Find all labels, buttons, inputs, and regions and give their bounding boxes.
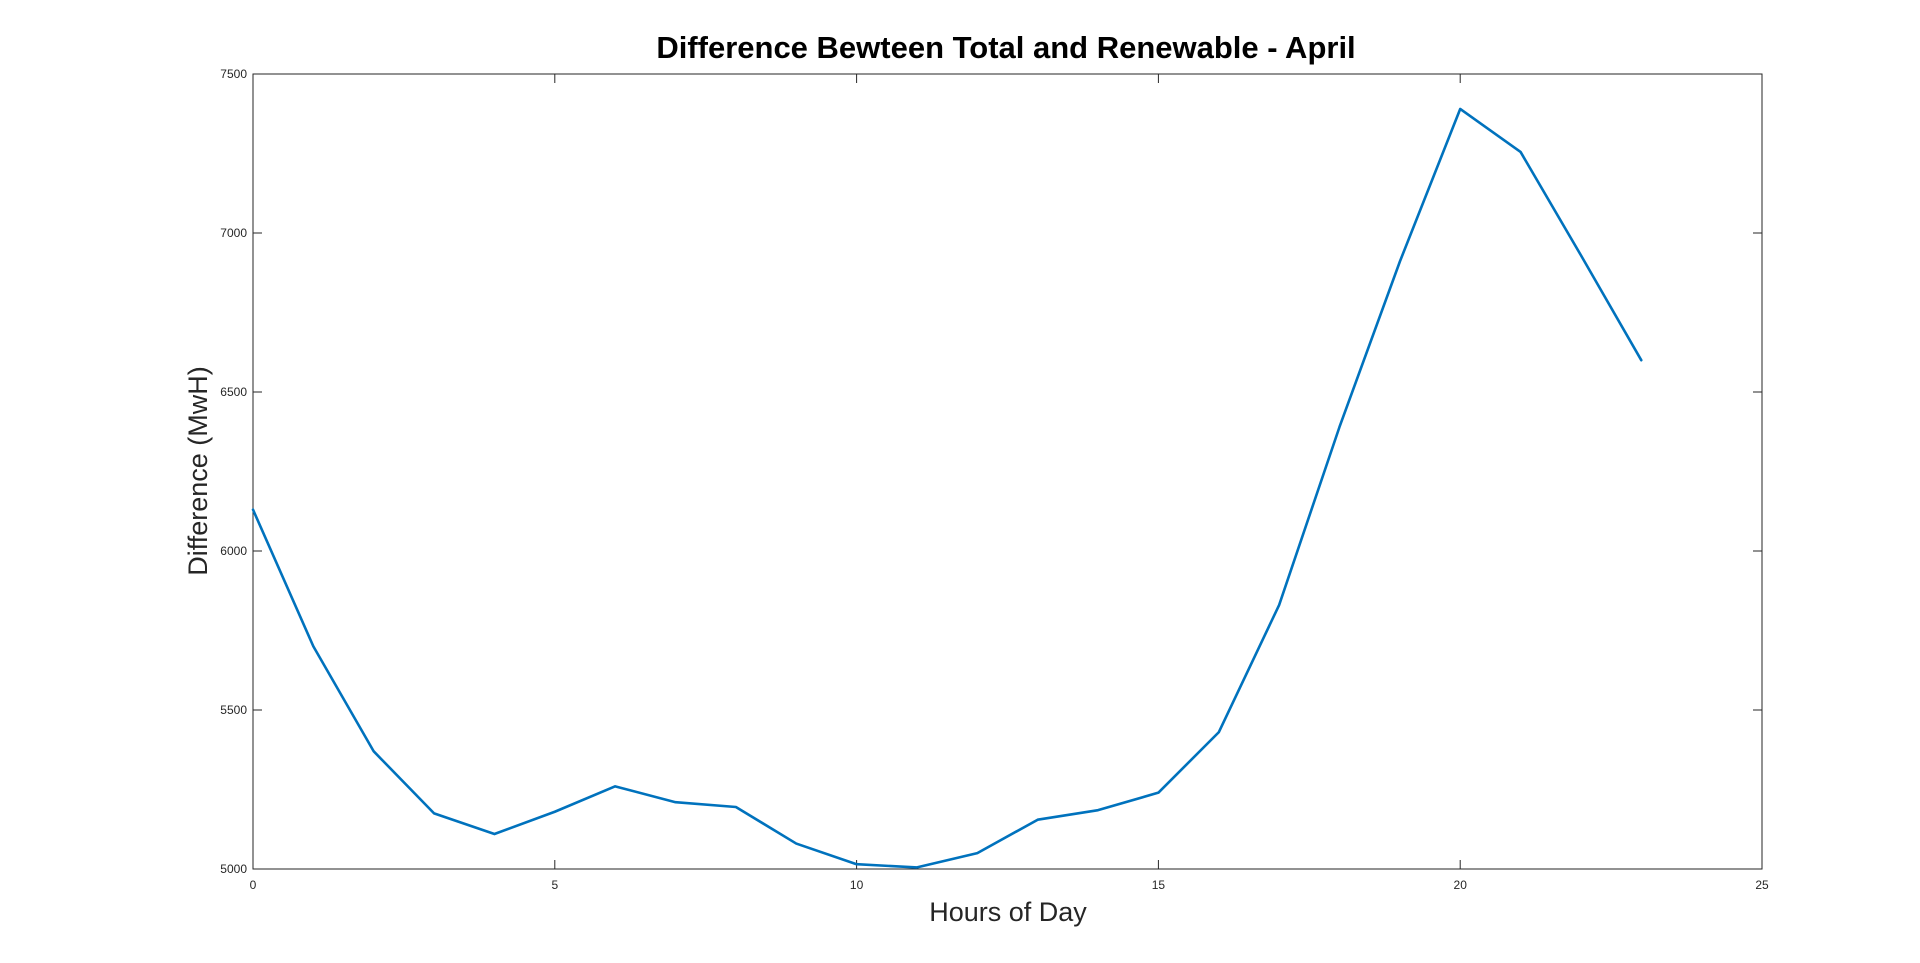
y-tick-label: 5000 xyxy=(220,862,247,876)
x-tick-label: 0 xyxy=(250,878,257,892)
series-group xyxy=(251,107,1643,869)
x-tick-label: 20 xyxy=(1454,878,1468,892)
x-tick-label: 10 xyxy=(850,878,864,892)
x-axis-label: Hours of Day xyxy=(929,897,1087,927)
plot-area-frame xyxy=(252,73,1763,870)
y-tick-label: 7000 xyxy=(220,226,247,240)
x-axis-ticks: 0 5 10 15 20 25 xyxy=(250,74,1769,892)
y-tick-label: 7500 xyxy=(220,67,247,81)
chart-title: Difference Bewteen Total and Renewable -… xyxy=(656,30,1355,65)
series-line-0 xyxy=(251,107,1643,869)
y-axis-ticks: 5000 5500 6000 6500 7000 7500 xyxy=(220,67,1762,876)
y-tick-label: 6000 xyxy=(220,544,247,558)
x-tick-label: 5 xyxy=(551,878,558,892)
y-tick-label: 6500 xyxy=(220,385,247,399)
y-tick-label: 5500 xyxy=(220,703,247,717)
x-tick-label: 15 xyxy=(1152,878,1166,892)
x-tick-label: 25 xyxy=(1755,878,1769,892)
y-axis-label: Difference (MwH) xyxy=(183,366,213,576)
